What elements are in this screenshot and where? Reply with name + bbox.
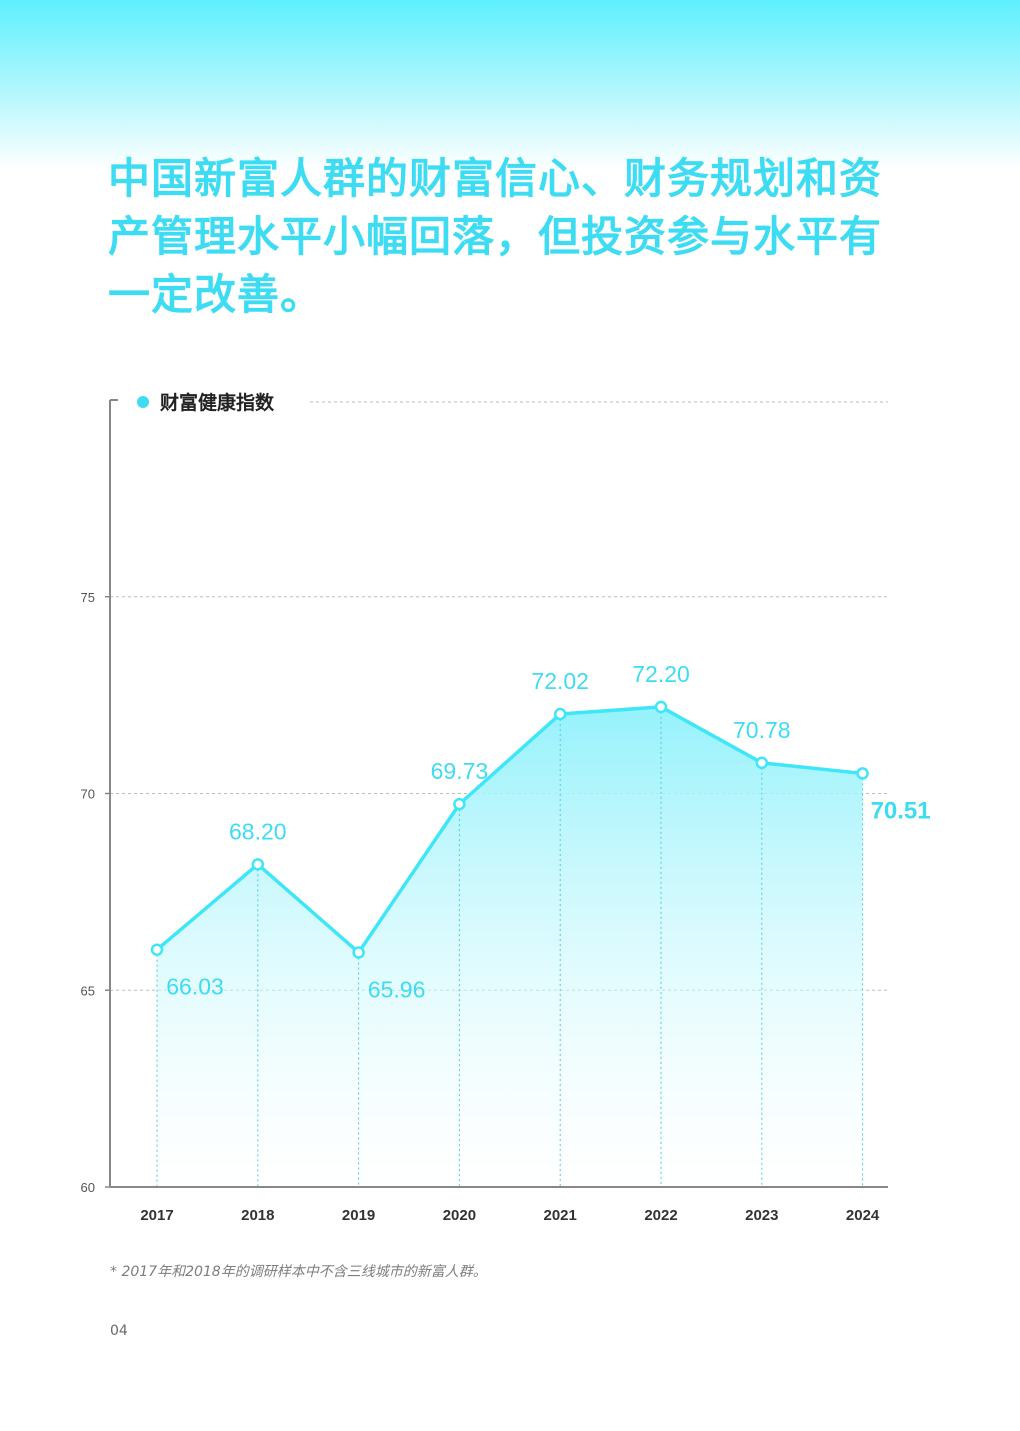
series-area [157, 706, 863, 1187]
data-label-2024: 70.51 [871, 797, 931, 824]
data-label-2020: 69.73 [431, 758, 489, 784]
wealth-health-index-chart: 60 65 70 75 2017 2018 2019 2020 2021 2022 2023 2024… [81, 391, 931, 1224]
header-gradient [0, 0, 1020, 170]
data-point-2022 [654, 700, 668, 714]
x-tick-label-2019: 2019 [342, 1207, 375, 1224]
legend-marker [137, 396, 149, 408]
x-tick-label-2021: 2021 [544, 1207, 577, 1224]
data-point-2018 [251, 858, 265, 871]
data-label-2019: 65.96 [368, 976, 426, 1002]
data-point-2023 [755, 756, 769, 770]
legend-label: 财富健康指数 [160, 391, 275, 414]
page-headline: 中国新富人群的财富信心、财务规划和资产管理水平小幅回落，但投资参与水平有一定改善… [108, 154, 883, 319]
data-point-2021 [553, 707, 567, 721]
x-tick-label-2023: 2023 [745, 1207, 778, 1224]
data-point-2017 [150, 943, 164, 956]
x-tick-label-2022: 2022 [644, 1207, 677, 1224]
footnote: * 2017年和2018年的调研样本中不含三线城市的新富人群。 [110, 1264, 487, 1280]
data-point-2024 [856, 767, 869, 780]
y-tick-label-60: 60 [81, 1180, 95, 1195]
series-line [155, 705, 863, 955]
data-label-2017: 66.03 [166, 974, 224, 1000]
x-tick-label-2017: 2017 [140, 1207, 173, 1224]
data-label-2018: 68.20 [229, 818, 287, 844]
y-tick-label-65: 65 [81, 983, 95, 998]
y-tick-label-75: 75 [81, 590, 95, 605]
x-tick-label-2018: 2018 [241, 1207, 274, 1224]
x-tick-label-2020: 2020 [443, 1207, 476, 1224]
data-label-2023: 70.78 [733, 717, 791, 743]
y-tick-label-70: 70 [81, 787, 95, 802]
page-number: 04 [110, 1323, 128, 1339]
data-label-2021: 72.02 [531, 668, 589, 694]
data-point-2019 [352, 946, 365, 959]
data-point-2020 [453, 797, 466, 811]
data-label-2022: 72.20 [632, 661, 690, 687]
x-tick-label-2024: 2024 [846, 1207, 880, 1224]
